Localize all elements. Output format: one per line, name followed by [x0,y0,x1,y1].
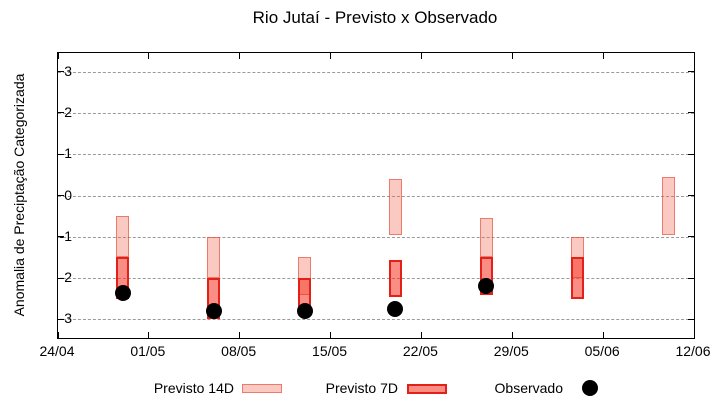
y-tick-label: -3 [59,310,72,327]
legend-label-observado: Observado [494,380,563,396]
x-tick-mark-bottom [420,332,422,338]
y-tick-mark-left [58,153,64,155]
x-tick-label: 08/05 [221,343,257,359]
y-tick-mark-left [58,195,64,196]
x-tick-label: 22/05 [402,343,438,359]
observado-dot [114,284,131,301]
x-tick-mark-top [420,53,422,59]
plot-area [57,52,695,339]
x-tick-mark-bottom [602,332,604,338]
y-axis-label: Anomalia de Preciptação Categorizada [11,73,27,317]
y-tick-label: 0 [64,186,72,203]
y-tick-mark-right [688,318,694,320]
gridline [58,195,694,197]
previsto-14d-bar [479,218,493,258]
legend-label-previsto-14d: Previsto 14D [153,380,234,396]
x-tick-label: 12/06 [675,343,711,359]
x-tick-mark-bottom [239,332,241,338]
gridline [58,154,694,156]
observado-dot [205,303,222,320]
y-tick-mark-left [58,318,64,320]
x-tick-label: 05/06 [584,343,620,359]
legend-observado-dot-icon [582,380,598,396]
x-tick-mark-top [57,53,59,59]
gridline [58,112,694,114]
x-tick-mark-top [602,53,604,59]
x-tick-mark-top [330,53,332,59]
x-tick-mark-bottom [511,332,513,338]
y-tick-mark-left [58,236,64,238]
gridline [58,236,694,238]
y-tick-mark-right [688,195,694,196]
y-tick-mark-right [688,236,694,238]
previsto-7d-bar [388,259,402,297]
previsto-14d-bar [207,236,221,279]
y-tick-mark-right [688,112,694,114]
legend-swatch-previsto-7d [407,384,447,394]
y-tick-label: -1 [59,227,72,244]
gridline [58,71,694,73]
x-tick-mark-bottom [330,332,332,338]
observado-dot [478,278,495,295]
x-tick-mark-top [511,53,513,59]
x-tick-label: 15/05 [312,343,348,359]
x-tick-mark-top [693,53,695,59]
y-tick-mark-right [688,153,694,155]
y-tick-label: 3 [64,62,72,79]
gridline [58,319,694,321]
legend-swatch-previsto-14d [242,384,282,393]
y-tick-label: 1 [64,145,72,162]
x-tick-label: 29/05 [493,343,529,359]
previsto-14d-bar [661,176,675,235]
x-tick-label: 01/05 [130,343,166,359]
y-tick-label: 2 [64,103,72,120]
previsto-14d-bar [388,178,402,235]
y-tick-mark-left [58,112,64,114]
observado-dot [296,303,313,320]
y-tick-label: -2 [59,269,72,286]
x-tick-mark-top [148,53,150,59]
previsto-7d-bar [570,257,584,299]
y-tick-mark-right [688,277,694,279]
x-tick-mark-top [239,53,241,59]
chart-title: Rio Jutaí - Previsto x Observado [252,8,498,27]
gridline [58,278,694,280]
observado-dot [387,301,404,318]
legend-label-previsto-7d: Previsto 7D [325,380,398,396]
x-tick-mark-bottom [693,332,695,338]
x-tick-label: 24/04 [39,343,75,359]
x-tick-mark-bottom [148,332,150,338]
y-tick-mark-right [688,71,694,73]
x-tick-mark-bottom [57,332,59,338]
y-tick-mark-left [58,71,64,73]
y-tick-mark-left [58,277,64,279]
previsto-14d-bar [116,216,130,258]
